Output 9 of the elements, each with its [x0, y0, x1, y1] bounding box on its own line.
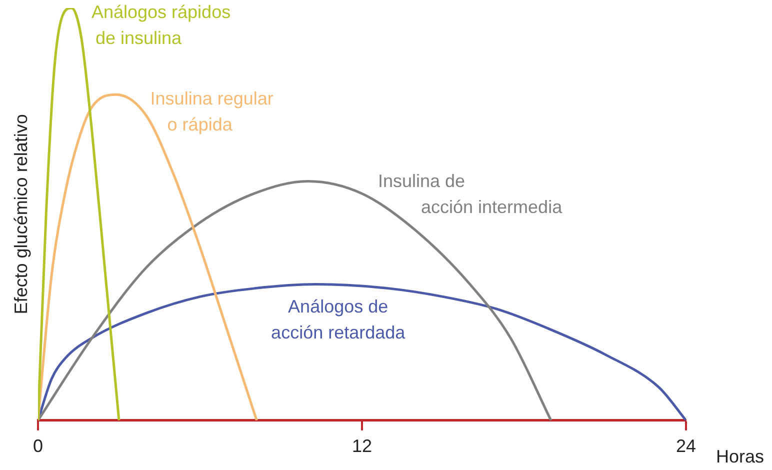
series-label: Análogos rápidos de insulina: [91, 2, 231, 48]
series-label: Insulina regular o rápida: [150, 88, 274, 135]
x-tick-label: 24: [676, 436, 696, 456]
x-axis-title: Horas: [716, 446, 764, 466]
series-label: Análogos de acción retardada: [271, 296, 406, 342]
x-tick-label: 0: [32, 436, 44, 456]
y-axis-title: Efecto glucémico relativo: [10, 114, 31, 314]
x-tick-label: 12: [352, 436, 372, 456]
series-label: Insulina de acción intermedia: [378, 171, 564, 218]
